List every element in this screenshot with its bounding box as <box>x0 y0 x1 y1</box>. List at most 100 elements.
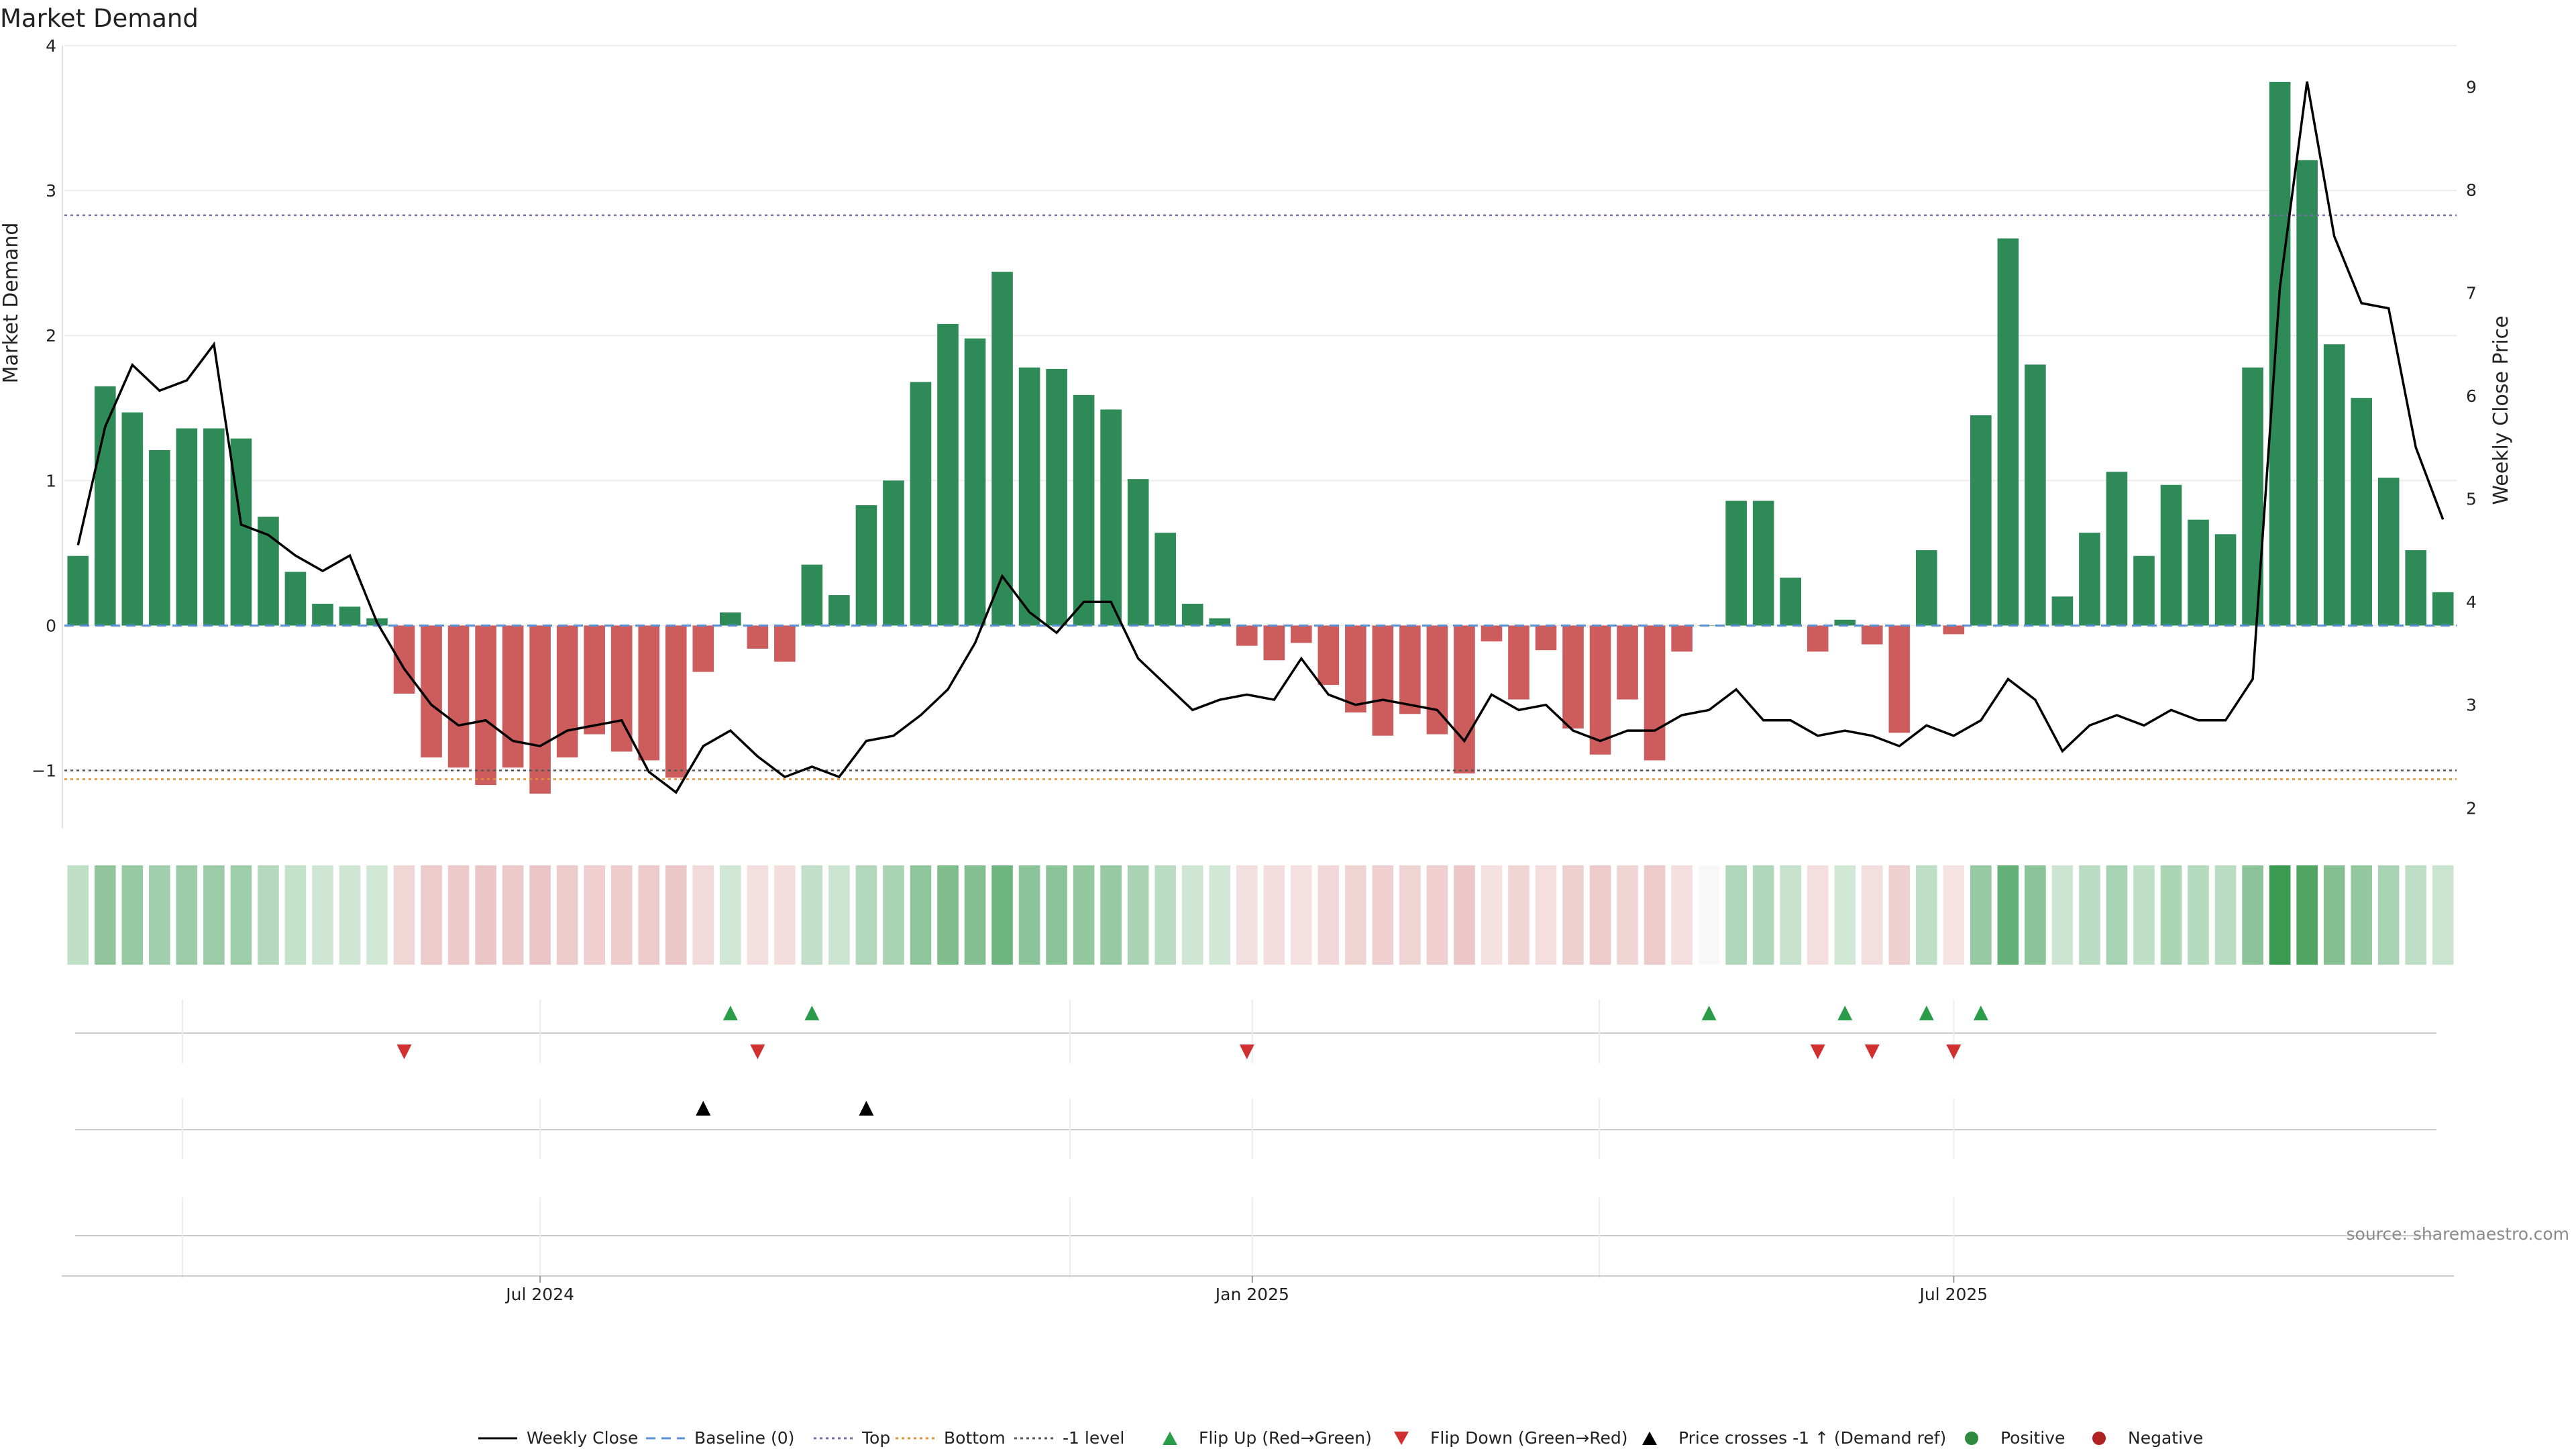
positive-bar <box>828 595 850 626</box>
positive-bar <box>1127 479 1149 626</box>
positive-bar <box>230 438 252 626</box>
heat-cell <box>1861 865 1883 965</box>
legend-item: Baseline (0) <box>646 1428 794 1448</box>
heat-cell <box>1725 865 1747 965</box>
flip-down-marker <box>1946 1044 1962 1059</box>
heat-cell <box>2377 865 2400 965</box>
legend-item: Top <box>814 1428 890 1448</box>
heat-cell <box>610 865 633 965</box>
y2-tick-label: 8 <box>2466 180 2477 200</box>
heat-cell <box>1018 865 1040 965</box>
flip-up-marker <box>1919 1006 1934 1020</box>
heat-cell <box>2160 865 2182 965</box>
heat-cell <box>1454 865 1475 965</box>
y2-axis-label: Weekly Close Price <box>2489 315 2513 504</box>
negative-bar <box>1888 625 1911 733</box>
legend-label: Top <box>861 1428 890 1448</box>
legend-label: Baseline (0) <box>694 1428 794 1448</box>
heat-cell <box>2214 865 2237 965</box>
negative-bar <box>1861 625 1883 645</box>
heat-cell <box>1916 865 1937 965</box>
heat-cell <box>1535 865 1557 965</box>
positive-bar <box>203 428 225 626</box>
y-tick-label: 0 <box>46 616 56 635</box>
heat-cell <box>1155 865 1176 965</box>
positive-bar <box>1997 238 2019 626</box>
heat-cell <box>1562 865 1584 965</box>
heat-cell <box>1780 865 1801 965</box>
heat-cell <box>910 865 932 965</box>
positive-bar <box>2351 398 2372 626</box>
negative-bar <box>1644 625 1666 761</box>
heat-cell <box>203 865 225 965</box>
negative-bar <box>610 625 633 752</box>
positive-bar <box>67 555 89 626</box>
heat-cell <box>1997 865 2019 965</box>
heat-cell <box>2106 865 2128 965</box>
heat-cell <box>692 865 714 965</box>
heat-cell <box>1426 865 1448 965</box>
positive-bar <box>121 412 144 626</box>
negative-bar <box>393 625 415 694</box>
heat-cell <box>2051 865 2074 965</box>
heat-cell <box>720 865 741 965</box>
heat-cell <box>502 865 524 965</box>
negative-bar <box>1481 625 1503 642</box>
legend-swatch <box>1163 1432 1177 1445</box>
flip-up-marker <box>722 1006 738 1020</box>
positive-bar <box>1725 500 1747 626</box>
heat-cell <box>312 865 333 965</box>
heat-cell <box>366 865 388 965</box>
heat-cell <box>855 865 877 965</box>
negative-bar <box>1426 625 1448 735</box>
flip-up-marker <box>1701 1006 1717 1020</box>
legend-item: Positive <box>1965 1428 2065 1448</box>
positive-bar <box>149 449 170 626</box>
positive-bar <box>1970 415 1992 626</box>
flip-up-marker <box>804 1006 820 1020</box>
negative-bar <box>1318 625 1340 686</box>
negative-bar <box>584 625 605 735</box>
price-cross-marker <box>859 1101 874 1116</box>
heat-cell <box>1508 865 1529 965</box>
positive-bar <box>855 505 877 626</box>
negative-bar <box>1671 625 1693 652</box>
positive-bar <box>176 428 198 626</box>
legend-item: Weekly Close <box>478 1428 638 1448</box>
legend-label: Bottom <box>944 1428 1006 1448</box>
legend-item: Price crosses -1 ↑ (Demand ref) <box>1642 1428 1946 1448</box>
heat-cell <box>584 865 605 965</box>
positive-bar <box>1181 604 1203 626</box>
positive-bar <box>1018 367 1040 626</box>
positive-bar <box>1155 533 1176 626</box>
price-cross-marker <box>696 1101 711 1116</box>
chart-title: Market Demand <box>0 4 199 33</box>
demand-bars <box>67 82 2454 794</box>
heat-cell <box>1073 865 1095 965</box>
negative-bar <box>1617 625 1638 700</box>
demand-heat-strip <box>67 865 2454 965</box>
flip-down-marker <box>396 1044 412 1059</box>
positive-bar <box>2025 364 2046 626</box>
negative-bar <box>447 625 470 768</box>
heat-cell <box>556 865 578 965</box>
x-tick-label: Jul 2025 <box>1918 1285 1988 1304</box>
legend-label: Negative <box>2128 1428 2203 1448</box>
positive-bar <box>2133 555 2155 626</box>
negative-bar <box>638 625 660 761</box>
heat-cell <box>421 865 442 965</box>
negative-bar <box>1562 625 1584 729</box>
negative-bar <box>747 625 769 649</box>
heat-cell <box>2432 865 2454 965</box>
negative-bar <box>1236 625 1258 646</box>
positive-bar <box>964 338 986 626</box>
flip-down-marker <box>1864 1044 1880 1059</box>
heat-cell <box>447 865 470 965</box>
heat-cell <box>1046 865 1067 965</box>
positive-bar <box>2269 82 2291 626</box>
heat-cell <box>2323 865 2345 965</box>
heat-cell <box>94 865 116 965</box>
heat-cell <box>1589 865 1611 965</box>
legend: Weekly Close Baseline (0) Top Bottom -1 leve… <box>478 1428 2203 1448</box>
